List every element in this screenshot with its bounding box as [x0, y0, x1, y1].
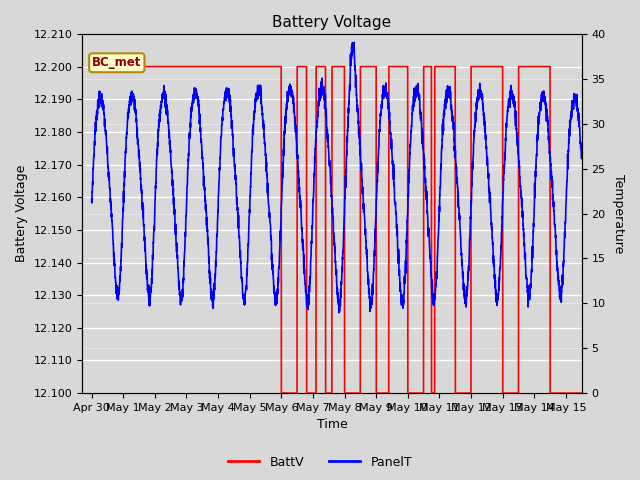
X-axis label: Time: Time [317, 419, 348, 432]
Legend: BattV, PanelT: BattV, PanelT [223, 451, 417, 474]
Text: BC_met: BC_met [92, 56, 141, 69]
Y-axis label: Battery Voltage: Battery Voltage [15, 165, 28, 262]
Y-axis label: Temperature: Temperature [612, 174, 625, 253]
Title: Battery Voltage: Battery Voltage [273, 15, 392, 30]
